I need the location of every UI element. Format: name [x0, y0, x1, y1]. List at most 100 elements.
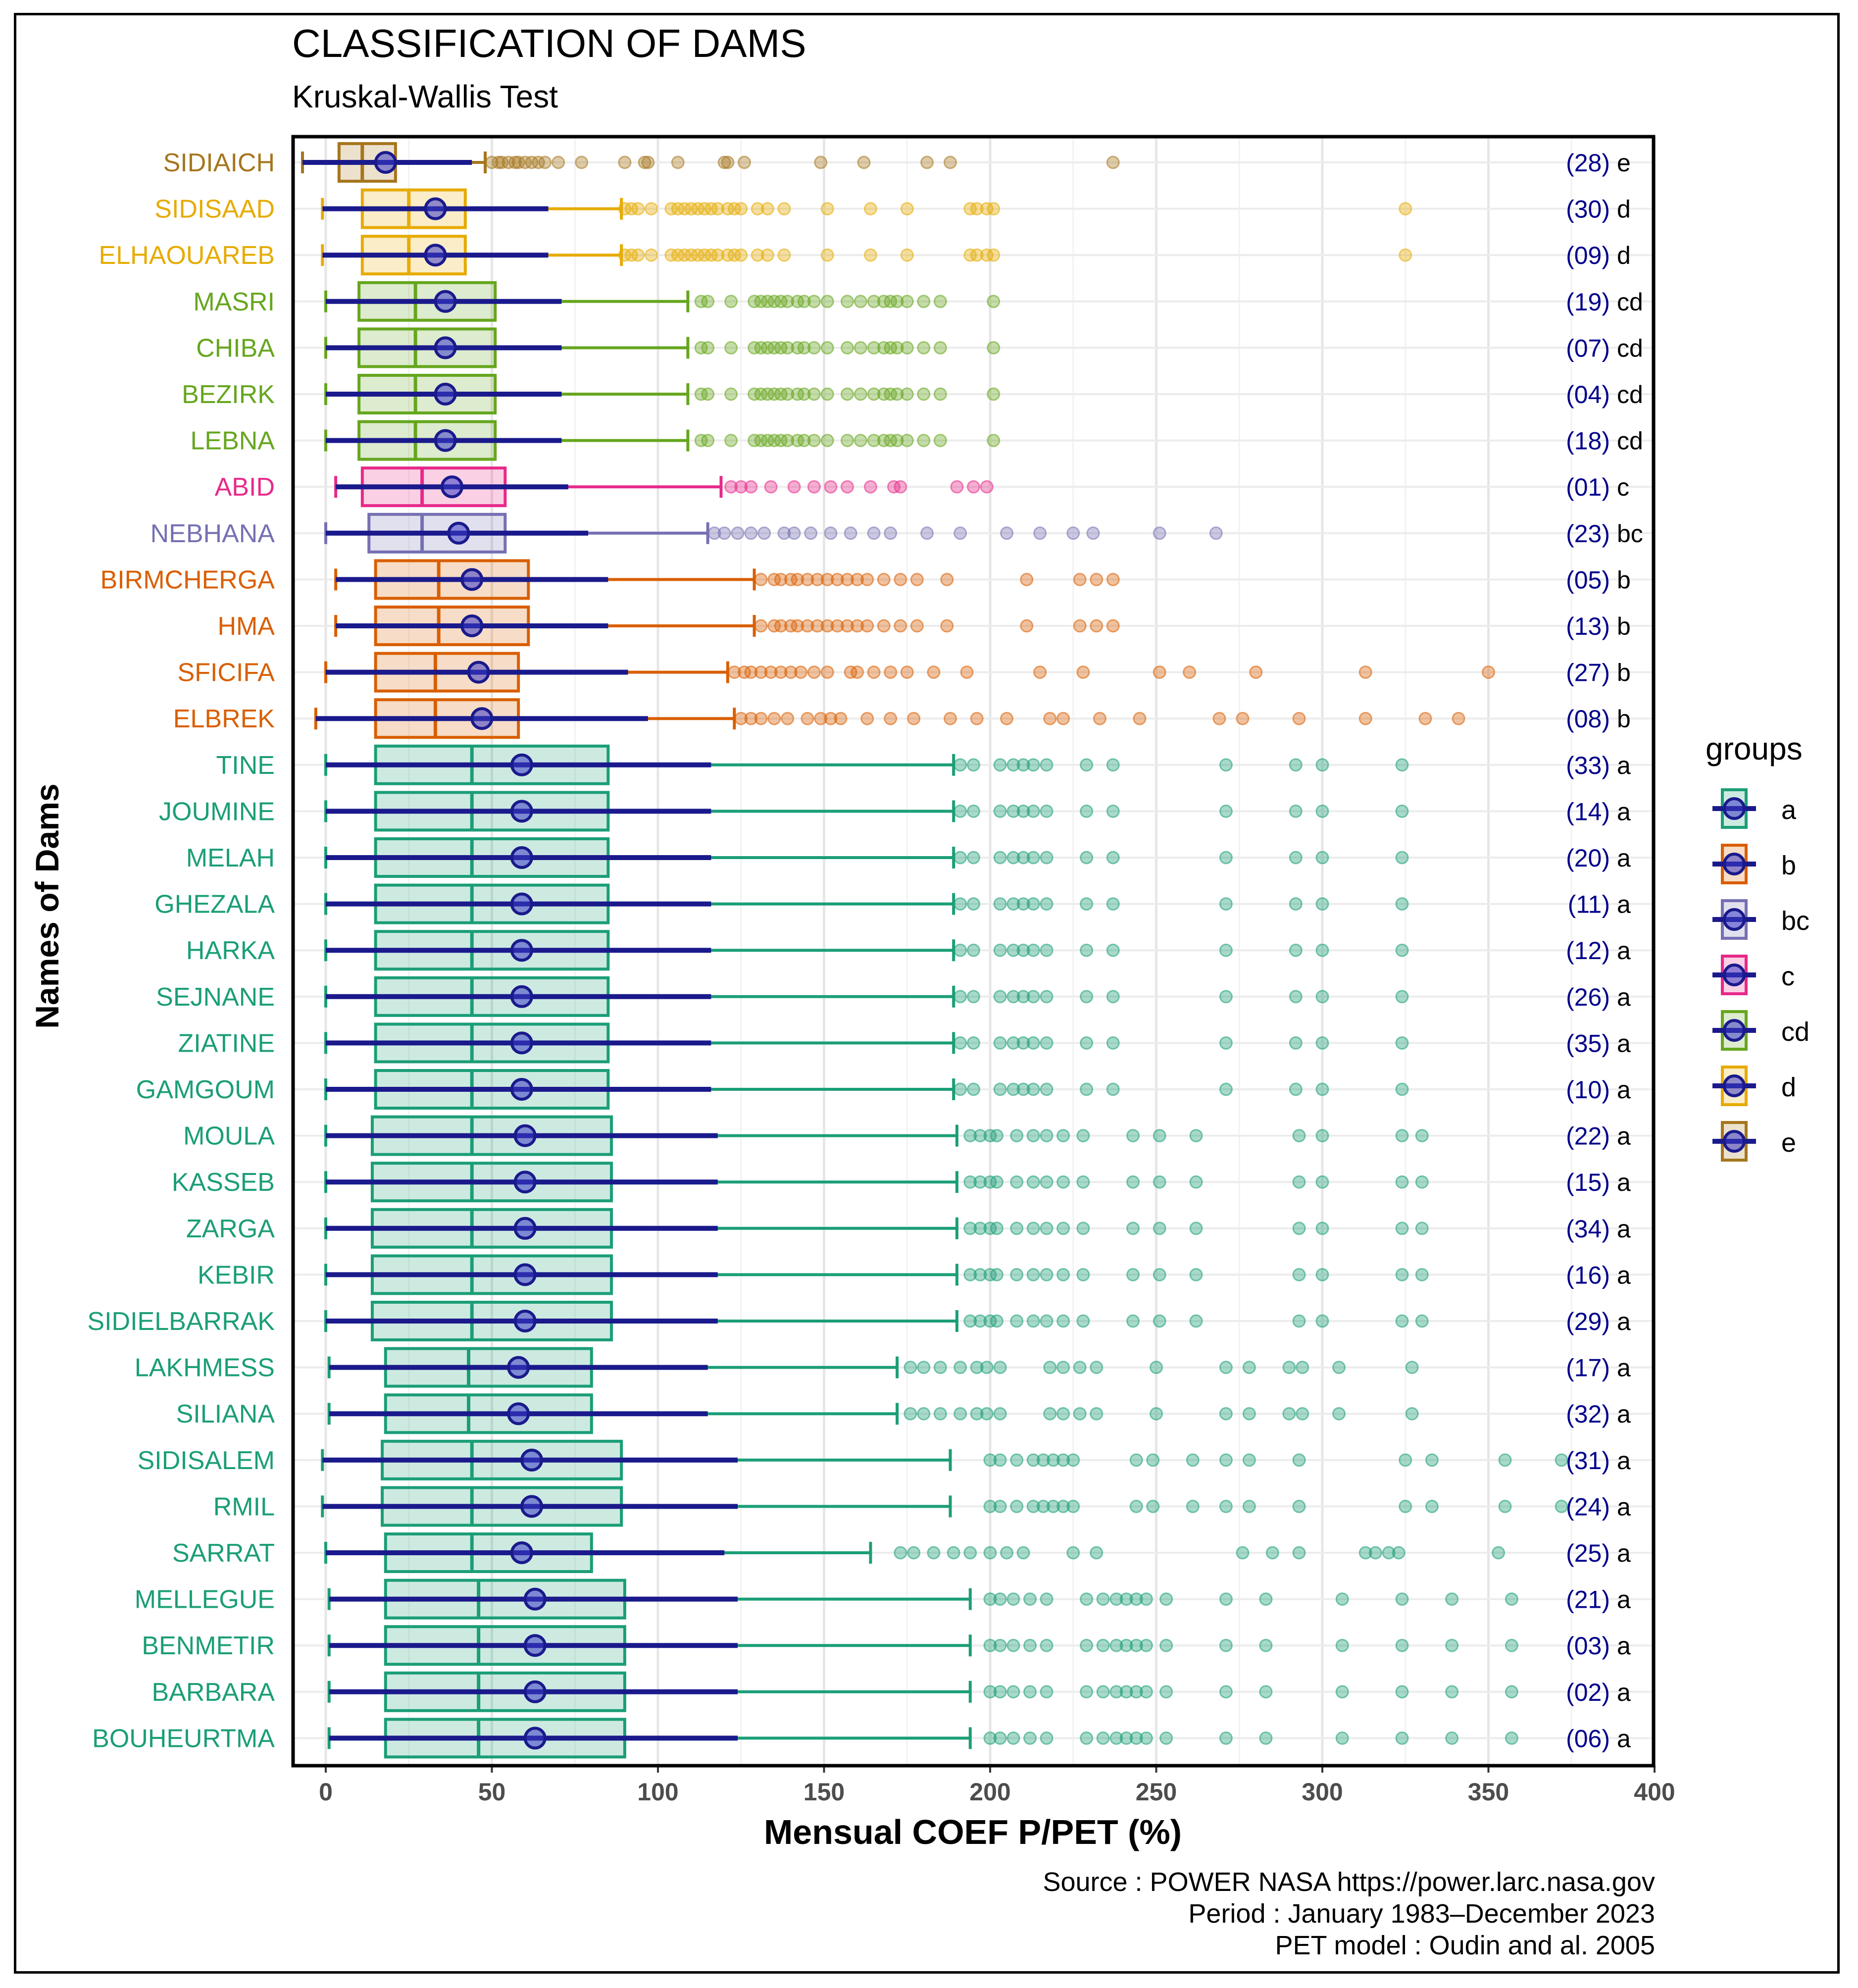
- outlier-point: [1040, 1314, 1054, 1328]
- outlier-point: [1445, 1638, 1459, 1652]
- outlier-point: [933, 387, 947, 401]
- outlier-point: [830, 572, 844, 586]
- outlier-point: [1219, 897, 1233, 911]
- dam-name-label: HMA: [217, 612, 275, 641]
- outlier-point: [1126, 1175, 1140, 1189]
- outlier-point: [1026, 990, 1040, 1004]
- outlier-point: [820, 665, 834, 679]
- outlier-point: [1106, 572, 1120, 586]
- outlier-point: [1023, 1731, 1037, 1745]
- outlier-point: [764, 480, 778, 494]
- outlier-point: [917, 387, 931, 401]
- dam-row: MELLEGUE (21) a: [135, 1579, 1631, 1620]
- dam-row: SIDIELBARRAK (29) a: [87, 1301, 1631, 1341]
- outlier-point: [1119, 1685, 1133, 1699]
- outlier-point: [973, 1268, 987, 1281]
- outlier-point: [1040, 1222, 1054, 1235]
- outlier-point: [987, 295, 1001, 308]
- outlier-point: [754, 712, 768, 725]
- dam-name-label: ABID: [215, 473, 275, 502]
- outlier-point: [1096, 1592, 1110, 1606]
- mean-point: [424, 244, 447, 267]
- outlier-point: [954, 1082, 967, 1096]
- outlier-point: [1259, 1638, 1273, 1652]
- x-tick-label: 100: [637, 1778, 678, 1806]
- outlier-point: [1056, 1499, 1070, 1513]
- outlier-point: [1133, 712, 1147, 725]
- outlier-point: [900, 387, 914, 401]
- outlier-point: [894, 1546, 907, 1560]
- outlier-point: [840, 480, 854, 494]
- outlier-point: [801, 619, 814, 633]
- dam-name-label: GHEZALA: [154, 890, 275, 919]
- outlier-point: [711, 248, 725, 262]
- group-letter-label: e: [1617, 149, 1631, 177]
- outlier-point: [840, 295, 854, 308]
- outlier-point: [877, 572, 891, 586]
- outlier-point: [1282, 1407, 1296, 1421]
- dam-name-label: SIDISALEM: [138, 1446, 275, 1475]
- period-line: Period : January 1983–December 2023: [1188, 1899, 1655, 1929]
- outlier-point: [781, 341, 795, 355]
- outlier-point: [1080, 1638, 1094, 1652]
- outlier-point: [1056, 1175, 1070, 1189]
- outlier-point: [1126, 1314, 1140, 1328]
- outlier-point: [1505, 1731, 1518, 1745]
- rank-label: (13): [1566, 612, 1610, 640]
- outlier-point: [807, 480, 821, 494]
- dam-row: BOUHEURTMA (06) a: [92, 1718, 1631, 1759]
- dam-row: ZIATINE (35) a: [178, 1022, 1631, 1064]
- outlier-point: [1080, 943, 1094, 957]
- outlier-point: [1259, 1685, 1273, 1699]
- outlier-point: [1315, 1268, 1329, 1281]
- outlier-point: [787, 526, 801, 540]
- outlier-point: [1395, 804, 1409, 818]
- outlier-point: [1315, 1175, 1329, 1189]
- outlier-point: [920, 155, 934, 169]
- mean-point: [520, 1495, 544, 1518]
- outlier-point: [744, 665, 758, 679]
- outlier-point: [954, 1036, 967, 1050]
- dam-row: ZARGA (34) a: [186, 1208, 1631, 1249]
- outlier-point: [863, 248, 877, 262]
- outlier-point: [1358, 665, 1372, 679]
- outlier-point: [1219, 1407, 1233, 1421]
- outlier-point: [963, 1175, 977, 1189]
- outlier-point: [1106, 804, 1120, 818]
- outlier-point: [1096, 1638, 1110, 1652]
- dam-row: MELAH (20) a: [186, 837, 1631, 878]
- outlier-point: [717, 526, 731, 540]
- outlier-point: [894, 480, 907, 494]
- mean-point: [434, 429, 457, 452]
- outlier-point: [1452, 712, 1465, 725]
- outlier-point: [671, 155, 685, 169]
- outlier-point: [867, 295, 881, 308]
- mean-point: [434, 290, 457, 313]
- outlier-point: [963, 1129, 977, 1143]
- outlier-point: [1026, 1036, 1040, 1050]
- dam-name-label: ELHAOUAREB: [99, 241, 275, 270]
- outlier-point: [1129, 1685, 1143, 1699]
- outlier-point: [904, 1407, 917, 1421]
- mean-point: [510, 753, 533, 776]
- outlier-point: [1315, 943, 1329, 957]
- outlier-point: [890, 341, 904, 355]
- dam-name-label: SIDIELBARRAK: [87, 1307, 275, 1336]
- outlier-point: [777, 526, 791, 540]
- group-letter-label: a: [1617, 1354, 1631, 1382]
- dam-row: ELHAOUAREB (09) d: [99, 235, 1631, 276]
- outlier-point: [1482, 665, 1495, 679]
- outlier-point: [1026, 1082, 1040, 1096]
- outlier-point: [840, 619, 854, 633]
- outlier-point: [1036, 1499, 1050, 1513]
- rank-label: (04): [1566, 381, 1610, 408]
- outlier-point: [933, 341, 947, 355]
- dam-row: HARKA (12) a: [186, 930, 1631, 971]
- outlier-point: [966, 897, 980, 911]
- outlier-point: [1016, 943, 1030, 957]
- rank-label: (34): [1566, 1215, 1610, 1243]
- outlier-point: [1555, 1453, 1568, 1467]
- outlier-point: [973, 1175, 987, 1189]
- outlier-point: [1026, 758, 1040, 772]
- dam-name-label: KASSEB: [172, 1168, 275, 1197]
